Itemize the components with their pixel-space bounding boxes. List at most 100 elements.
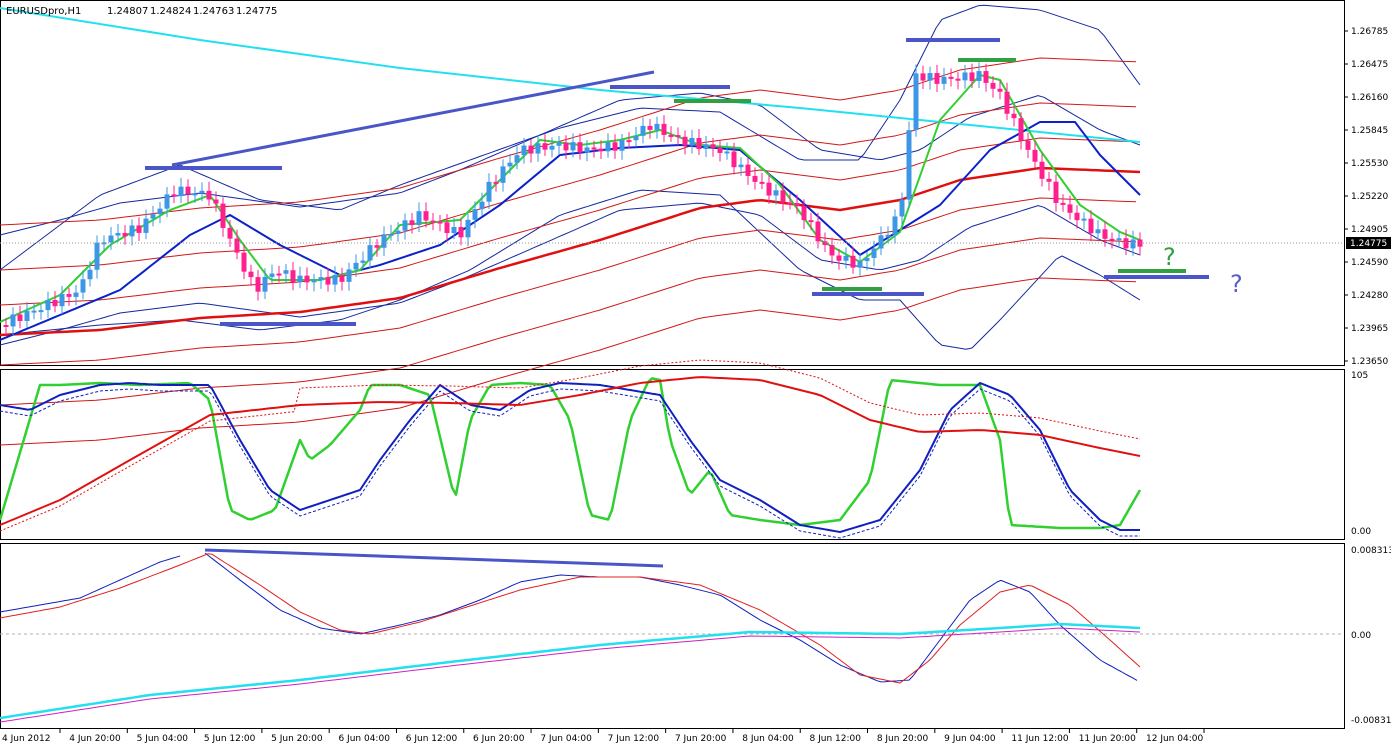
candle-body bbox=[185, 186, 191, 195]
candle-body bbox=[1095, 229, 1101, 234]
candle-body bbox=[724, 151, 730, 154]
candle-body bbox=[283, 270, 289, 274]
candle-body bbox=[374, 245, 380, 248]
candle-body bbox=[731, 151, 737, 168]
candle-body bbox=[430, 220, 436, 223]
candle-body bbox=[906, 130, 912, 200]
candle-body bbox=[248, 271, 254, 278]
time-axis-tick-label: 6 Jun 04:00 bbox=[338, 734, 390, 744]
candle-body bbox=[409, 220, 415, 225]
candle-body bbox=[899, 199, 905, 217]
candle-body bbox=[255, 277, 261, 292]
candle-body bbox=[787, 202, 793, 205]
price-axis-tick-label: 1.25845 bbox=[1351, 126, 1388, 136]
candle-body bbox=[864, 257, 870, 262]
candle-body bbox=[1116, 238, 1122, 241]
oscillator-red-ma bbox=[0, 376, 1141, 526]
candle-body bbox=[549, 145, 555, 150]
price-axis-tick-label: 1.26785 bbox=[1351, 27, 1388, 37]
candle-body bbox=[605, 142, 611, 152]
candle-body bbox=[689, 138, 695, 146]
price-axis-tick-label: 1.23650 bbox=[1351, 357, 1388, 367]
macd-pane[interactable] bbox=[0, 543, 1345, 729]
candle-body bbox=[17, 314, 23, 321]
candle-body bbox=[717, 147, 723, 153]
time-axis-tick-label: 7 Jun 12:00 bbox=[608, 734, 660, 744]
candle-body bbox=[1074, 212, 1080, 221]
candle-body bbox=[703, 144, 709, 150]
candle-body bbox=[101, 242, 107, 245]
oscillator-pane[interactable] bbox=[0, 369, 1345, 540]
candle-body bbox=[318, 277, 324, 281]
candle-body bbox=[87, 269, 93, 280]
candle-body bbox=[836, 255, 842, 261]
chart-header-open: 1.24807 bbox=[107, 6, 148, 17]
candle-body bbox=[878, 235, 884, 249]
sma-long-line bbox=[0, 7, 1141, 143]
candle-body bbox=[395, 230, 401, 234]
candle-body bbox=[794, 203, 800, 207]
candle-body bbox=[444, 222, 450, 233]
candle-body bbox=[171, 194, 177, 197]
time-axis-tick-label: 4 Jun 20:00 bbox=[69, 734, 121, 744]
time-axis-tick-label: 8 Jun 12:00 bbox=[810, 734, 862, 744]
candle-body bbox=[1025, 140, 1031, 150]
candle-body bbox=[115, 233, 121, 236]
candle-body bbox=[227, 227, 233, 239]
candle-body bbox=[619, 140, 625, 151]
candle-body bbox=[262, 276, 268, 292]
candle-body bbox=[752, 175, 758, 182]
candle-body bbox=[157, 208, 163, 215]
candle-body bbox=[220, 203, 226, 228]
envelope-line-1 bbox=[0, 102, 1137, 271]
candle-body bbox=[1032, 149, 1038, 162]
time-axis-tick-label: 9 Jun 04:00 bbox=[944, 734, 996, 744]
candle-body bbox=[367, 245, 373, 261]
candle-body bbox=[647, 125, 653, 130]
chart-header-high: 1.24824 bbox=[150, 6, 191, 17]
candle-body bbox=[766, 182, 772, 196]
candle-body bbox=[570, 142, 576, 151]
candle-body bbox=[976, 71, 982, 81]
macd-main-line-2 bbox=[204, 552, 1138, 683]
candle-body bbox=[969, 72, 975, 81]
candle-body bbox=[486, 181, 492, 202]
candle-body bbox=[535, 143, 541, 154]
candle-body bbox=[962, 72, 968, 81]
candle-body bbox=[997, 88, 1003, 92]
candle-body bbox=[290, 270, 296, 283]
time-axis-tick-label: 7 Jun 04:00 bbox=[540, 734, 592, 744]
candle-body bbox=[1046, 178, 1052, 182]
time-axis-tick-label: 6 Jun 12:00 bbox=[406, 734, 458, 744]
macd-cyan-line bbox=[0, 622, 1141, 720]
candle-body bbox=[948, 76, 954, 79]
candle-body bbox=[990, 82, 996, 89]
candle-body bbox=[493, 181, 499, 184]
candle-body bbox=[1018, 118, 1024, 141]
price-axis-tick-label: 1.24280 bbox=[1351, 291, 1388, 301]
candle-body bbox=[850, 255, 856, 268]
candle-body bbox=[199, 190, 205, 194]
candle-body bbox=[927, 73, 933, 81]
candle-body bbox=[3, 325, 9, 327]
candle-body bbox=[10, 314, 16, 327]
candle-body bbox=[234, 238, 240, 253]
bollinger-upper-inner bbox=[0, 92, 1141, 236]
candle-body bbox=[885, 234, 891, 237]
candle-body bbox=[311, 280, 317, 283]
ema-mid-line bbox=[0, 121, 1141, 341]
time-axis-tick-label: 11 Jun 20:00 bbox=[1079, 734, 1136, 744]
time-axis-tick-label: 7 Jun 20:00 bbox=[675, 734, 727, 744]
candle-body bbox=[528, 145, 534, 154]
candle-body bbox=[640, 125, 646, 136]
candle-body bbox=[31, 310, 37, 313]
candle-body bbox=[192, 193, 198, 196]
candle-body bbox=[591, 147, 597, 150]
stoch-signal-dashed bbox=[0, 388, 1140, 539]
candle-body bbox=[73, 292, 79, 297]
candle-body bbox=[514, 155, 520, 163]
candle-body bbox=[745, 164, 751, 176]
candle-body bbox=[52, 299, 58, 307]
